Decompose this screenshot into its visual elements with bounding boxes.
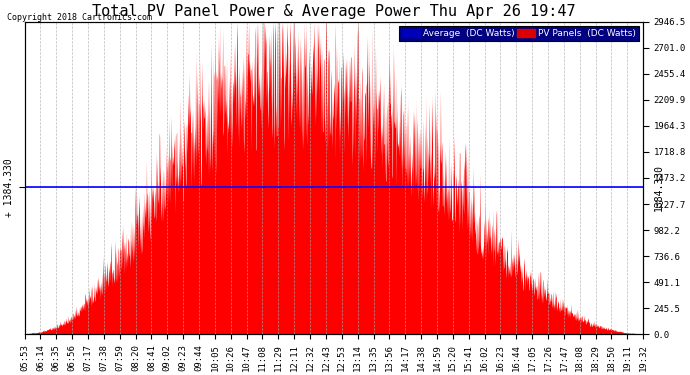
Title: Total PV Panel Power & Average Power Thu Apr 26 19:47: Total PV Panel Power & Average Power Thu… [92, 4, 575, 19]
Text: Copyright 2018 Cartronics.com: Copyright 2018 Cartronics.com [7, 13, 152, 22]
Legend: Average  (DC Watts), PV Panels  (DC Watts): Average (DC Watts), PV Panels (DC Watts) [400, 26, 639, 40]
Text: 1384.330: 1384.330 [654, 164, 664, 211]
